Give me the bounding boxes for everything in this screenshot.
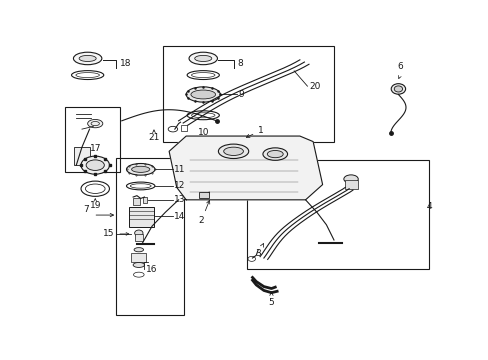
Ellipse shape — [73, 52, 102, 65]
Bar — [163, 46, 333, 141]
Ellipse shape — [87, 120, 102, 128]
Text: 4: 4 — [426, 202, 431, 211]
Bar — [65, 107, 120, 172]
Text: 21: 21 — [148, 133, 160, 142]
Ellipse shape — [218, 144, 248, 158]
Ellipse shape — [134, 248, 143, 252]
Text: 14: 14 — [174, 212, 185, 221]
Text: 19: 19 — [89, 201, 101, 210]
Ellipse shape — [186, 87, 220, 102]
Ellipse shape — [190, 90, 215, 99]
Ellipse shape — [390, 84, 405, 94]
Bar — [133, 198, 140, 205]
Text: 8: 8 — [237, 59, 243, 68]
Text: 1: 1 — [246, 126, 264, 138]
Ellipse shape — [79, 55, 96, 62]
Ellipse shape — [189, 52, 217, 65]
Bar — [74, 147, 89, 165]
Text: 13: 13 — [174, 195, 185, 204]
Text: 3: 3 — [255, 243, 263, 258]
Ellipse shape — [86, 160, 104, 170]
Ellipse shape — [81, 156, 109, 174]
Bar — [142, 197, 147, 203]
FancyArrowPatch shape — [206, 192, 209, 196]
Bar — [199, 192, 208, 198]
Text: 11: 11 — [174, 165, 185, 174]
Ellipse shape — [393, 86, 402, 92]
Ellipse shape — [263, 148, 287, 160]
Bar — [344, 180, 357, 189]
Ellipse shape — [194, 55, 211, 62]
Text: 15: 15 — [102, 229, 114, 238]
Ellipse shape — [131, 166, 149, 172]
Text: 16: 16 — [146, 265, 158, 274]
Ellipse shape — [134, 230, 142, 236]
Ellipse shape — [133, 262, 144, 267]
Bar — [135, 234, 143, 242]
Polygon shape — [169, 136, 322, 200]
Bar — [116, 158, 184, 315]
Text: 12: 12 — [174, 181, 185, 190]
Ellipse shape — [343, 175, 358, 183]
Text: 2: 2 — [198, 201, 209, 225]
Text: 5: 5 — [268, 292, 274, 307]
Text: 17: 17 — [89, 144, 101, 153]
Bar — [180, 125, 187, 131]
Ellipse shape — [267, 150, 283, 158]
Bar — [246, 159, 428, 269]
Bar — [131, 253, 146, 262]
Text: 18: 18 — [120, 59, 131, 68]
Text: 7: 7 — [82, 205, 88, 214]
Text: 10: 10 — [197, 128, 208, 137]
Ellipse shape — [126, 163, 155, 175]
Text: 20: 20 — [309, 82, 320, 91]
Text: 9: 9 — [238, 90, 244, 99]
Ellipse shape — [223, 147, 243, 156]
Text: 6: 6 — [397, 62, 403, 71]
Bar — [129, 207, 154, 227]
